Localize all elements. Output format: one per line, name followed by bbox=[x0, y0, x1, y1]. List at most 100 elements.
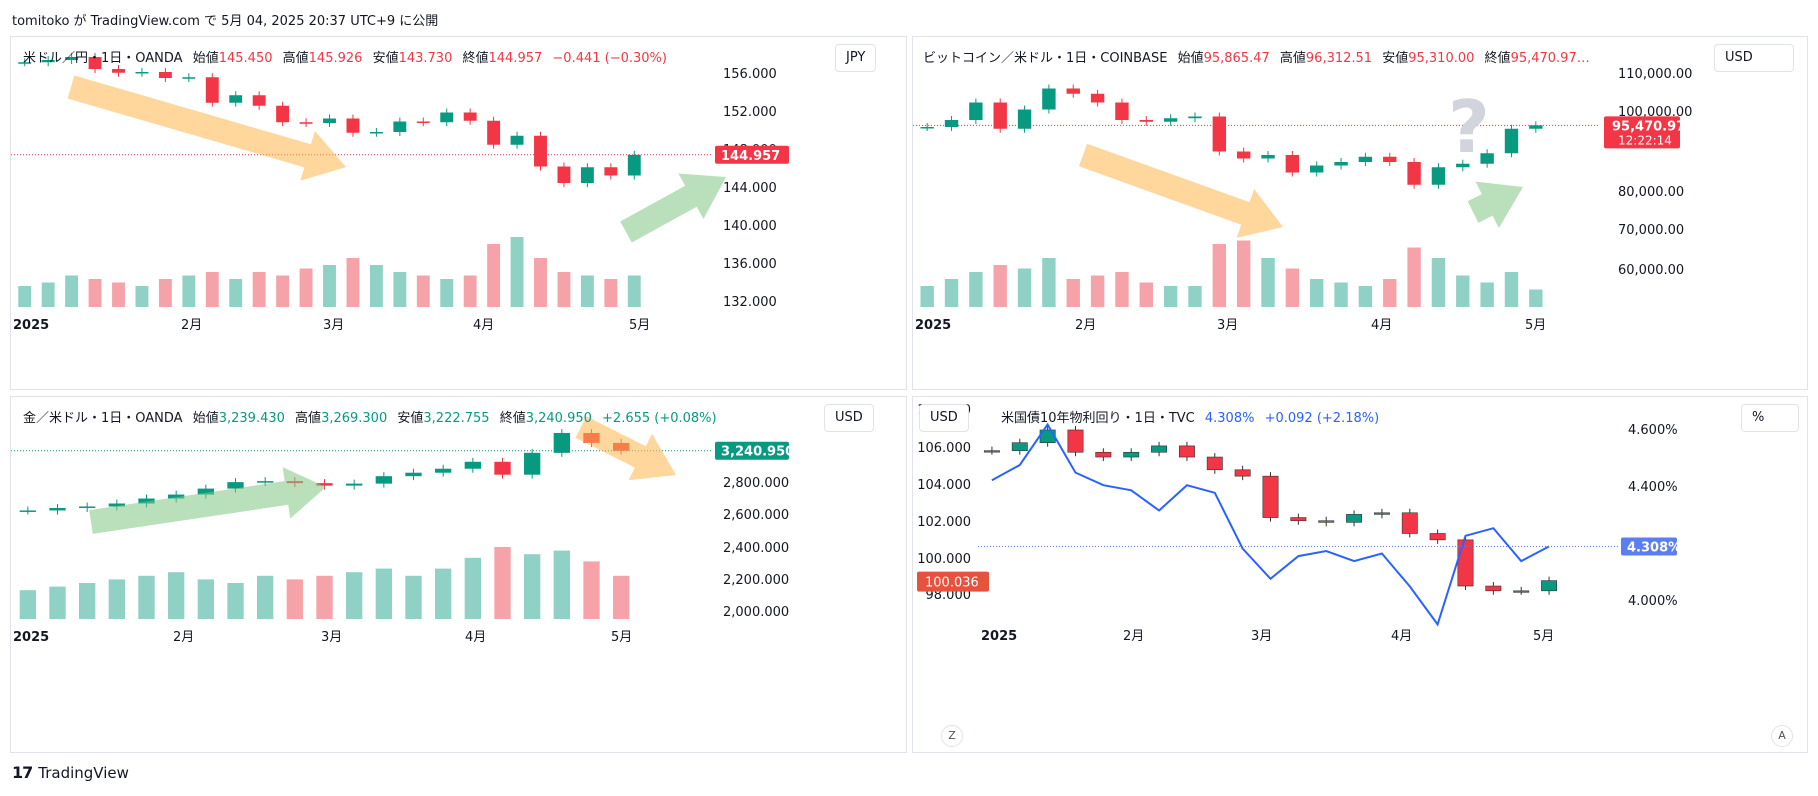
candle bbox=[1310, 165, 1324, 173]
candle bbox=[138, 498, 155, 504]
zoom-button[interactable]: Z bbox=[941, 725, 963, 747]
candle bbox=[1290, 517, 1307, 522]
candle bbox=[1261, 155, 1275, 159]
candle bbox=[323, 118, 336, 123]
x-tick-label: 3月 bbox=[321, 630, 342, 645]
price-label: 4.308% bbox=[1627, 540, 1681, 555]
candle bbox=[299, 122, 313, 124]
chart-canvas-btcusd[interactable]: 110,000.00 100,000.00 80,000.00 70,000.00 60… bbox=[913, 37, 1808, 390]
candle bbox=[969, 102, 983, 120]
chart-canvas-xauusd[interactable]: 3,400.0003,000.0002,800.0002,600.0002,40… bbox=[11, 397, 907, 753]
volume-bar bbox=[138, 575, 155, 619]
candle bbox=[393, 121, 407, 132]
x-tick-label: 2025 bbox=[13, 318, 49, 333]
chart-panel-usdjpy[interactable]: 156.000152.000148.000144.000140.000136.0… bbox=[10, 36, 907, 390]
volume-bar bbox=[316, 575, 333, 619]
candle bbox=[1139, 120, 1153, 122]
candle bbox=[182, 77, 196, 79]
candle bbox=[1513, 590, 1530, 593]
candle bbox=[112, 69, 125, 73]
y-tick-label: 4.000% bbox=[1628, 594, 1678, 609]
symbol-title[interactable]: 米ドル／円・1日・OANDA bbox=[23, 51, 183, 66]
candle bbox=[227, 482, 244, 489]
candle bbox=[1090, 93, 1105, 103]
change-value: +2.655 (+0.08%) bbox=[602, 411, 717, 426]
candle bbox=[1212, 116, 1227, 152]
volume-bar bbox=[1431, 258, 1446, 307]
chart-canvas-us10y[interactable]: 4.600%4.400%4.200%4.000%108.000106.00010… bbox=[913, 397, 1808, 753]
y-tick-label: 156.000 bbox=[723, 67, 777, 82]
candle bbox=[1017, 109, 1032, 129]
x-tick-label: 3月 bbox=[323, 318, 344, 333]
currency-button[interactable]: JPY bbox=[835, 44, 877, 72]
price-label: 3,240.950 bbox=[721, 445, 794, 460]
price-label-left-bg bbox=[917, 571, 989, 592]
candle bbox=[375, 476, 392, 484]
auto-scale-button[interactable]: A bbox=[1771, 725, 1793, 747]
candle bbox=[1383, 156, 1397, 162]
candle bbox=[346, 483, 363, 486]
volume-bar bbox=[487, 244, 501, 307]
candle bbox=[1163, 118, 1178, 122]
candle bbox=[993, 102, 1007, 129]
symbol-title[interactable]: 米国債10年物利回り・1日・TVC bbox=[1001, 411, 1195, 426]
volume-bar bbox=[1066, 279, 1080, 307]
candle bbox=[108, 503, 125, 507]
volume-bar bbox=[229, 279, 243, 307]
x-tick-label: 2月 bbox=[181, 318, 202, 333]
volume-bar bbox=[346, 572, 363, 619]
y-tick-label: 60,000.00 bbox=[1618, 263, 1684, 278]
volume-bar bbox=[299, 268, 313, 307]
candle bbox=[1480, 153, 1494, 164]
candle bbox=[1346, 514, 1363, 523]
candle bbox=[944, 120, 959, 127]
volume-bar bbox=[580, 275, 594, 307]
volume-bar bbox=[613, 575, 630, 619]
x-tick-label: 4月 bbox=[1391, 629, 1412, 644]
volume-bar bbox=[1480, 282, 1494, 307]
volume-bar bbox=[416, 275, 430, 307]
symbol-title[interactable]: 金／米ドル・1日・OANDA bbox=[23, 411, 183, 426]
candle bbox=[41, 60, 55, 63]
volume-bar bbox=[1261, 258, 1275, 307]
candle bbox=[135, 72, 149, 74]
footer-brand[interactable]: 17 TradingView bbox=[12, 763, 129, 782]
chart-panel-us10y[interactable]: 4.600%4.400%4.200%4.000%108.000106.00010… bbox=[912, 396, 1808, 753]
candle bbox=[1067, 429, 1084, 453]
candle bbox=[1504, 128, 1519, 154]
volume-bar bbox=[276, 275, 290, 307]
candle bbox=[79, 506, 96, 508]
volume-bar bbox=[1285, 268, 1300, 307]
candle bbox=[1429, 533, 1446, 541]
currency-button[interactable]: USD bbox=[824, 404, 874, 432]
publish-header: tomitoko が TradingView.com で 5月 04, 2025… bbox=[12, 14, 439, 29]
y-tick-label: 100,000.00 bbox=[1618, 105, 1692, 120]
uptrend-arrow bbox=[1467, 181, 1523, 229]
volume-bar bbox=[1407, 247, 1421, 307]
currency-left-button[interactable]: USD bbox=[919, 404, 969, 432]
candle bbox=[580, 167, 594, 183]
y-tick-label: 70,000.00 bbox=[1618, 223, 1684, 238]
volume-bar bbox=[205, 272, 219, 307]
volume-bar bbox=[88, 279, 102, 307]
y-tick-label: 132.000 bbox=[723, 295, 777, 310]
candle bbox=[983, 450, 1000, 453]
chart-canvas-usdjpy[interactable]: 156.000152.000148.000144.000140.000136.0… bbox=[11, 37, 907, 390]
x-tick-label: 5月 bbox=[1533, 629, 1554, 644]
percent-scale-button[interactable]: % bbox=[1741, 404, 1799, 432]
chart-panel-btcusd[interactable]: 110,000.00 100,000.00 80,000.00 70,000.00 60… bbox=[912, 36, 1808, 390]
volume-bar bbox=[346, 258, 360, 307]
volume-bar bbox=[604, 279, 618, 307]
candle bbox=[487, 120, 501, 145]
y-tick-label-left: 100.000 bbox=[917, 552, 971, 567]
currency-button[interactable]: USD bbox=[1714, 44, 1794, 72]
candle bbox=[1115, 102, 1129, 120]
volume-bar bbox=[1163, 286, 1178, 307]
volume-bar bbox=[1504, 272, 1519, 307]
volume-bar bbox=[1090, 275, 1105, 307]
y-tick-label: 140.000 bbox=[723, 219, 777, 234]
volume-bar bbox=[993, 265, 1007, 307]
chart-panel-xauusd[interactable]: 3,400.0003,000.0002,800.0002,600.0002,40… bbox=[10, 396, 907, 753]
volume-bar bbox=[1042, 258, 1056, 307]
symbol-title[interactable]: ビットコイン／米ドル・1日・COINBASE bbox=[923, 51, 1168, 66]
